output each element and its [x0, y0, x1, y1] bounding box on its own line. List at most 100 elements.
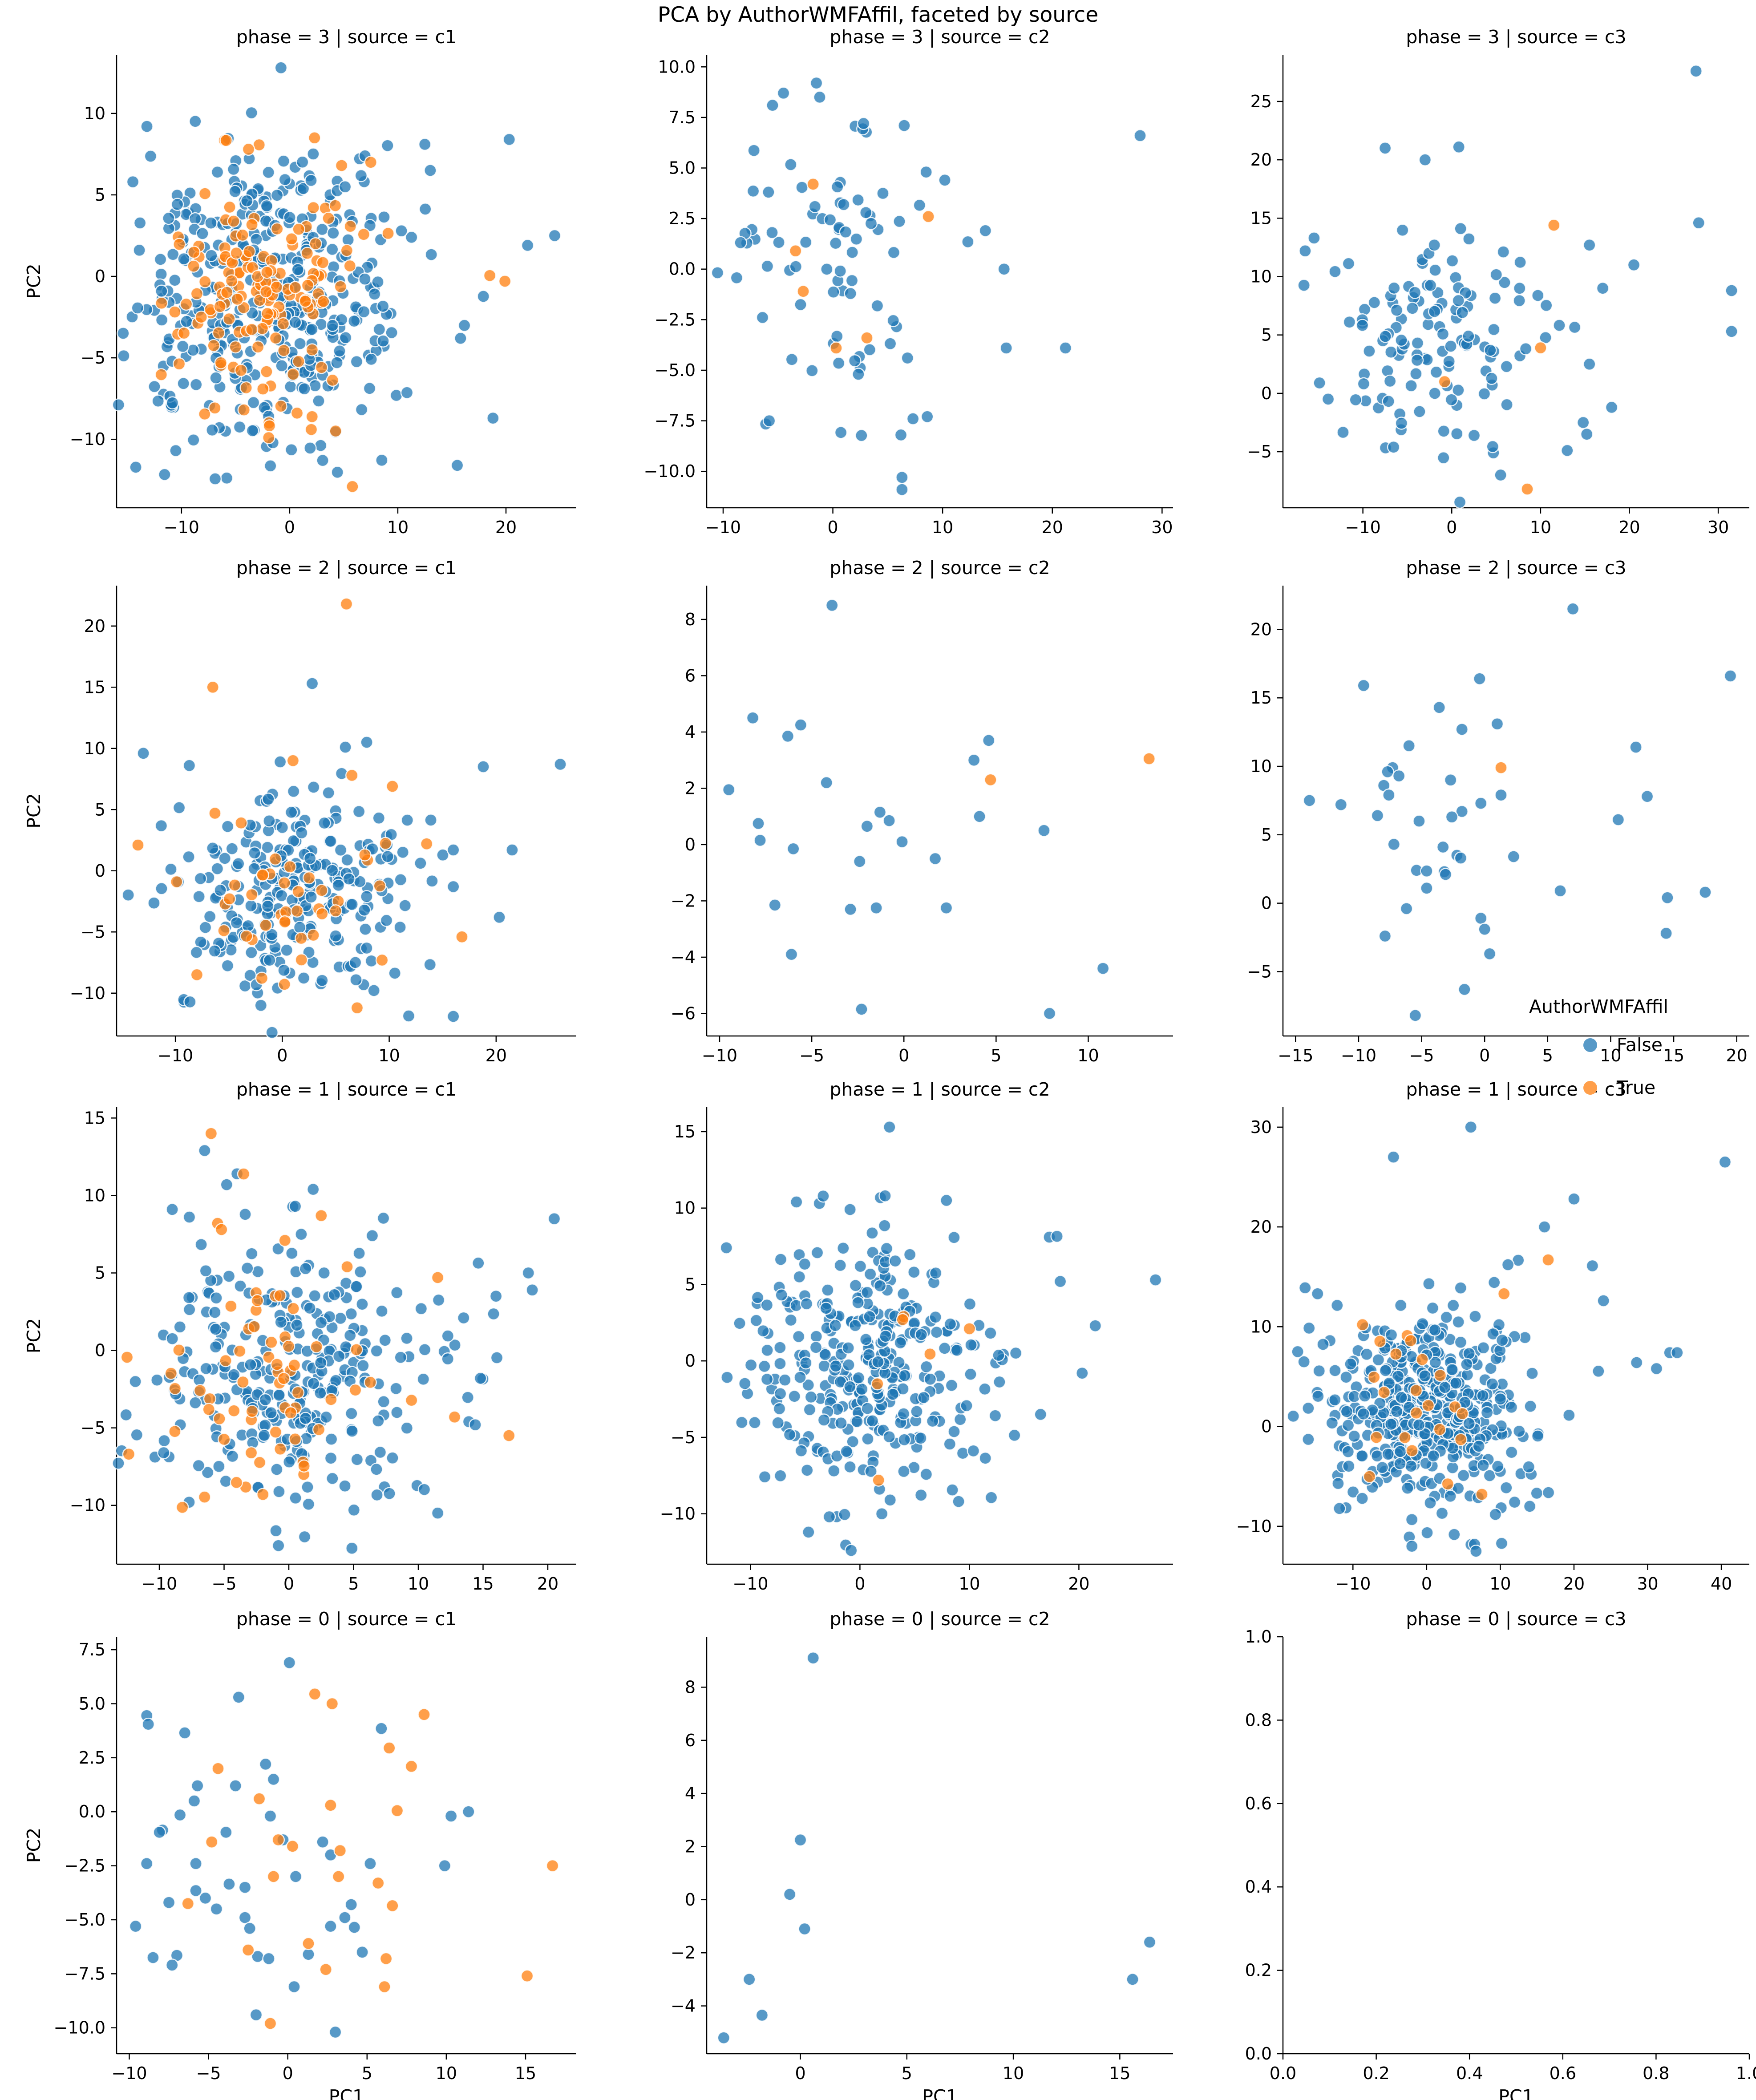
- x-tick-label: 20: [1042, 518, 1063, 537]
- scatter-point: [1312, 1364, 1326, 1378]
- scatter-point: [472, 1256, 485, 1270]
- scatter-point: [1501, 1258, 1515, 1271]
- scatter-point: [255, 971, 269, 985]
- scatter-point: [1416, 1353, 1429, 1366]
- scatter-point: [1393, 1457, 1407, 1470]
- y-axis-label: PC2: [23, 1828, 45, 1863]
- scatter-point: [1513, 1424, 1526, 1438]
- y-tick-label: 6: [685, 666, 696, 685]
- scatter-point: [329, 904, 342, 918]
- scatter-point: [133, 243, 146, 257]
- scatter-point: [1671, 1346, 1684, 1360]
- scatter-point: [219, 1825, 233, 1839]
- y-tick-label: 5: [95, 800, 105, 819]
- scatter-point: [237, 403, 251, 417]
- scatter-point: [978, 1382, 991, 1396]
- scatter-point: [142, 1717, 155, 1731]
- scatter-point: [1530, 1486, 1544, 1500]
- x-tick-label: 30: [1637, 1574, 1658, 1594]
- y-tick-label: −5: [671, 1428, 696, 1447]
- scatter-point: [286, 1840, 299, 1853]
- scatter-point: [244, 1446, 258, 1460]
- scatter-point: [1346, 1485, 1360, 1499]
- scatter-point: [146, 1951, 160, 1964]
- scatter-point: [794, 1444, 808, 1457]
- scatter-point: [1433, 1368, 1447, 1382]
- scatter-point: [355, 403, 368, 417]
- scatter-point: [1418, 153, 1432, 166]
- scatter-point: [1426, 1301, 1440, 1315]
- scatter-point: [1462, 329, 1475, 343]
- scatter-point: [208, 1306, 222, 1319]
- scatter-point: [119, 1408, 133, 1422]
- scatter-point: [324, 1798, 337, 1812]
- y-tick-label: 25: [1250, 92, 1272, 111]
- scatter-point: [224, 1299, 238, 1313]
- scatter-point: [1420, 864, 1433, 878]
- scatter-point: [1542, 1253, 1555, 1266]
- scatter-point: [1661, 891, 1674, 905]
- scatter-point: [789, 260, 803, 273]
- scatter-point: [206, 423, 219, 437]
- scatter-point: [315, 884, 328, 897]
- scatter-point: [204, 1127, 218, 1140]
- scatter-point: [896, 1313, 910, 1327]
- legend: AuthorWMFAffil False True: [1529, 996, 1752, 1109]
- scatter-point: [342, 872, 356, 886]
- scatter-point: [344, 219, 357, 233]
- scatter-point: [269, 331, 283, 345]
- scatter-point: [229, 1779, 242, 1792]
- scatter-point: [417, 1372, 430, 1386]
- scatter-point: [441, 1352, 454, 1366]
- scatter-point: [1505, 1445, 1518, 1459]
- scatter-point: [237, 1167, 251, 1181]
- scatter-point: [502, 1429, 516, 1442]
- scatter-point: [309, 237, 322, 251]
- scatter-point: [802, 1525, 815, 1539]
- scatter-point: [1627, 258, 1641, 272]
- scatter-point: [1302, 1321, 1316, 1335]
- y-tick-label: 20: [1250, 150, 1272, 170]
- scatter-point: [267, 1870, 280, 1883]
- scatter-point: [873, 805, 887, 819]
- scatter-point: [1456, 306, 1469, 319]
- y-tick-label: 0: [685, 835, 696, 854]
- scatter-point: [1553, 319, 1566, 332]
- scatter-point: [198, 921, 212, 934]
- scatter-point: [1477, 387, 1491, 401]
- scatter-point: [298, 382, 311, 396]
- scatter-point: [121, 888, 135, 902]
- scatter-point: [1096, 962, 1110, 975]
- y-tick-label: 10: [1250, 1317, 1272, 1336]
- scatter-point: [335, 159, 348, 172]
- legend-item-false: False: [1583, 1024, 1752, 1066]
- scatter-point: [1381, 1448, 1395, 1461]
- scatter-point: [198, 1490, 211, 1504]
- scatter-point: [225, 274, 239, 287]
- scatter-point: [843, 1460, 857, 1474]
- scatter-point: [263, 1809, 277, 1823]
- scatter-point: [290, 406, 304, 420]
- scatter-point: [295, 826, 308, 840]
- scatter-point: [1455, 805, 1469, 818]
- scatter-point: [1444, 393, 1458, 406]
- scatter-point: [209, 1340, 223, 1354]
- x-tick-label: 15: [1109, 2064, 1130, 2083]
- scatter-point: [438, 1859, 452, 1873]
- scatter-point: [1725, 284, 1738, 297]
- scatter-point: [287, 785, 300, 798]
- scatter-point: [414, 1302, 428, 1315]
- scatter-point: [277, 1372, 291, 1385]
- scatter-point: [860, 331, 874, 345]
- y-tick-label: −10.0: [644, 461, 696, 481]
- scatter-point: [799, 235, 813, 249]
- scatter-point: [425, 874, 439, 888]
- scatter-point: [233, 1344, 247, 1358]
- scatter-point: [880, 1242, 894, 1255]
- x-tick-label: 0: [795, 2064, 805, 2083]
- x-tick-label: 0.2: [1363, 2064, 1389, 2083]
- scatter-point: [231, 857, 245, 870]
- scatter-point: [278, 173, 292, 186]
- scatter-point: [1307, 231, 1321, 245]
- scatter-point: [746, 184, 760, 198]
